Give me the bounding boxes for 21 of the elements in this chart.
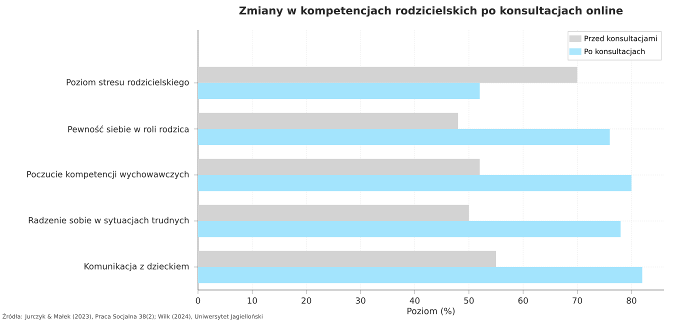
x-tick-label: 70 [572, 297, 582, 304]
y-tick-label: Poziom stresu rodzicielskiego [66, 78, 189, 87]
y-tick-label: Komunikacja z dzieckiem [84, 262, 189, 272]
x-tick-label: 10 [248, 297, 257, 304]
x-axis-title: Poziom (%) [408, 308, 455, 316]
x-tick-label: 20 [302, 297, 312, 304]
x-tick-label: 0 [196, 297, 200, 304]
y-tick-label: Poczucie kompetencji wychowawczych [27, 170, 189, 180]
y-tick-label: Pewność siebie w roli rodzica [68, 126, 189, 132]
x-tick-label: 40 [410, 297, 420, 304]
bar [198, 82, 480, 100]
bar [198, 267, 642, 284]
x-tick-label: 50 [464, 297, 474, 304]
y-tick-label: Radzenie sobie w sytuacjach trudnych [28, 216, 189, 226]
bar [198, 220, 621, 238]
bar [198, 128, 610, 146]
chart-title: Zmiany w kompetencjach rodzicielskich po konsultacjach online [239, 6, 623, 17]
x-tick-label: 60 [518, 297, 528, 304]
x-tick-label: 80 [626, 297, 636, 304]
x-tick-label: 30 [356, 297, 366, 304]
bar [198, 174, 632, 192]
